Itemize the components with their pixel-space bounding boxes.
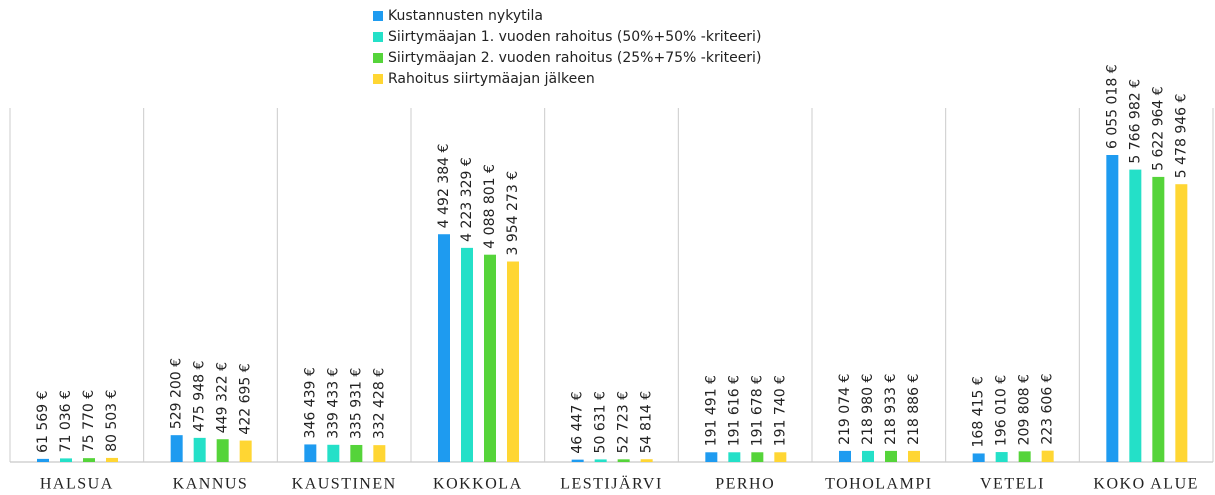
data-label: 209 808 € — [1017, 374, 1033, 445]
data-label: 218 886 € — [906, 374, 922, 445]
x-tick-label: HALSUA — [40, 476, 114, 493]
bar — [1041, 450, 1054, 462]
bar — [885, 450, 897, 462]
data-label: 346 439 € — [302, 367, 318, 438]
bar — [571, 459, 584, 462]
bar — [1175, 184, 1188, 462]
data-label: 168 415 € — [971, 376, 987, 447]
bar — [484, 254, 496, 462]
bar — [170, 435, 183, 462]
bar — [350, 444, 363, 462]
bar — [507, 261, 519, 462]
data-label: 46 447 € — [570, 391, 586, 453]
data-label: 4 492 384 € — [436, 144, 452, 229]
bar — [751, 452, 764, 462]
bar — [995, 452, 1008, 462]
data-label: 71 036 € — [58, 390, 74, 452]
data-label: 449 322 € — [215, 362, 231, 433]
data-label: 191 616 € — [726, 375, 742, 446]
x-tick-label: KAUSTINEN — [292, 476, 397, 493]
bar — [617, 459, 630, 462]
data-label: 4 088 801 € — [482, 164, 498, 249]
bar — [908, 450, 920, 462]
bar — [1106, 155, 1119, 462]
data-label: 196 010 € — [994, 375, 1010, 446]
bar — [106, 457, 118, 462]
bar — [83, 458, 95, 462]
data-label: 191 491 € — [703, 375, 719, 446]
data-label: 219 074 € — [837, 374, 853, 445]
legend-swatch — [373, 32, 383, 42]
data-label: 80 503 € — [104, 390, 120, 452]
data-label: 5 622 964 € — [1150, 86, 1166, 171]
bar — [327, 444, 340, 462]
data-label: 3 954 273 € — [505, 171, 521, 256]
data-label: 218 980 € — [860, 374, 876, 445]
bar — [1152, 176, 1165, 463]
data-label: 335 931 € — [348, 368, 364, 439]
bar — [193, 437, 206, 462]
data-label: 422 695 € — [238, 363, 254, 434]
x-tick-label: TOHOLAMPI — [825, 476, 932, 493]
bar — [304, 444, 317, 462]
bar — [1129, 169, 1142, 462]
data-label: 339 433 € — [325, 368, 341, 439]
bar — [1018, 451, 1031, 462]
data-label: 6 055 018 € — [1104, 64, 1120, 149]
data-label: 223 606 € — [1040, 373, 1056, 444]
legend-label: Siirtymäajan 1. vuoden rahoitus (50%+50%… — [388, 29, 761, 45]
x-tick-label: KOKKOLA — [433, 476, 523, 493]
x-tick-label: PERHO — [715, 476, 775, 493]
data-label: 5 766 982 € — [1127, 79, 1143, 164]
bar — [239, 440, 252, 462]
bar — [60, 458, 72, 462]
bar — [728, 452, 741, 462]
bar — [972, 453, 985, 462]
data-label: 191 678 € — [749, 375, 765, 446]
bar — [461, 247, 473, 462]
bar — [862, 450, 874, 462]
data-label: 332 428 € — [371, 368, 387, 439]
x-tick-label: KOKO ALUE — [1093, 476, 1199, 493]
bar — [839, 450, 851, 462]
bar — [640, 459, 653, 462]
data-label: 54 814 € — [639, 391, 655, 453]
bar — [594, 459, 607, 462]
legend-swatch — [373, 11, 383, 21]
bar — [216, 439, 229, 462]
data-label: 75 770 € — [81, 390, 97, 452]
bar — [774, 452, 787, 462]
bar — [373, 445, 386, 462]
data-label: 475 948 € — [192, 361, 208, 432]
data-label: 52 723 € — [616, 391, 632, 453]
bar — [37, 458, 49, 462]
x-tick-label: LESTIJÄRVI — [560, 475, 663, 493]
bar — [705, 452, 718, 462]
legend-label: Siirtymäajan 2. vuoden rahoitus (25%+75%… — [388, 50, 761, 66]
data-label: 218 933 € — [883, 374, 899, 445]
data-label: 4 223 329 € — [459, 157, 475, 242]
bar — [438, 234, 450, 462]
x-tick-label: VETELI — [980, 476, 1045, 493]
legend-swatch — [373, 74, 383, 84]
legend-swatch — [373, 53, 383, 63]
data-label: 529 200 € — [169, 358, 185, 429]
data-label: 61 569 € — [35, 391, 51, 453]
x-tick-label: KANNUS — [173, 476, 249, 493]
data-label: 50 631 € — [593, 391, 609, 453]
legend-label: Rahoitus siirtymäajan jälkeen — [388, 71, 595, 87]
legend-label: Kustannusten nykytila — [388, 8, 543, 24]
data-label: 191 740 € — [772, 375, 788, 446]
data-label: 5 478 946 € — [1173, 94, 1189, 179]
